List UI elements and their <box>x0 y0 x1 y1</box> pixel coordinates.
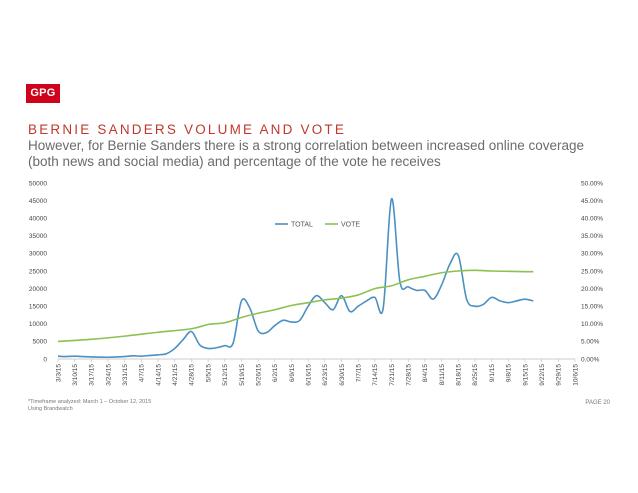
x-tick-label: 6/9/15 <box>289 364 296 382</box>
y-right-tick-label: 45.00% <box>581 198 603 205</box>
series-line-total <box>57 198 534 359</box>
y-right-tick-label: 30.00% <box>581 251 603 258</box>
x-tick-label: 7/21/15 <box>389 364 396 386</box>
y-left-tick-label: 25000 <box>29 268 47 275</box>
y-left-tick-label: 15000 <box>29 304 47 311</box>
y-right-tick-label: 25.00% <box>581 268 603 275</box>
x-tick-label: 3/17/15 <box>89 364 96 386</box>
x-tick-label: 5/19/15 <box>239 364 246 386</box>
x-tick-label: 9/29/15 <box>556 364 563 386</box>
x-tick-label: 4/21/15 <box>172 364 179 386</box>
y-left-tick-label: 20000 <box>29 286 47 293</box>
x-tick-label: 9/8/15 <box>506 364 513 382</box>
y-right-tick-label: 40.00% <box>581 216 603 223</box>
y-left-tick-label: 45000 <box>29 198 47 205</box>
x-tick-label: 3/31/15 <box>122 364 129 386</box>
y-left-tick-label: 30000 <box>29 251 47 258</box>
x-tick-label: 7/7/15 <box>355 364 362 382</box>
x-tick-label: 5/26/15 <box>255 364 262 386</box>
y-right-tick-label: 5.00% <box>581 339 600 346</box>
x-tick-label: 4/28/15 <box>189 364 196 386</box>
x-tick-label: 3/10/15 <box>72 364 79 386</box>
y-right-tick-label: 0.00% <box>581 356 600 363</box>
x-tick-label: 8/25/15 <box>472 364 479 386</box>
x-tick-label: 3/3/15 <box>55 364 62 382</box>
y-left-tick-label: 0 <box>43 356 47 363</box>
x-tick-label: 6/16/15 <box>305 364 312 386</box>
x-tick-label: 10/6/15 <box>572 364 579 386</box>
x-tick-label: 4/7/15 <box>139 364 146 382</box>
y-left-tick-label: 10000 <box>29 321 47 328</box>
gpg-logo: GPG <box>26 84 60 103</box>
x-tick-label: 7/28/15 <box>406 364 413 386</box>
x-tick-label: 6/23/15 <box>322 364 329 386</box>
x-tick-label: 8/11/15 <box>439 364 446 386</box>
x-tick-label: 3/24/15 <box>105 364 112 386</box>
x-tick-label: 7/14/15 <box>372 364 379 386</box>
y-left-tick-label: 35000 <box>29 233 47 240</box>
y-right-tick-label: 35.00% <box>581 233 603 240</box>
y-right-tick-label: 50.00% <box>581 180 603 187</box>
y-left-tick-label: 50000 <box>29 180 47 187</box>
x-tick-label: 9/1/15 <box>489 364 496 382</box>
x-tick-label: 9/22/15 <box>539 364 546 386</box>
slide-title: BERNIE SANDERS VOLUME AND VOTE <box>28 122 347 137</box>
legend-label-vote: VOTE <box>341 221 360 228</box>
y-right-tick-label: 15.00% <box>581 304 603 311</box>
series-line-vote <box>57 269 534 343</box>
x-tick-label: 5/5/15 <box>205 364 212 382</box>
legend-label-total: TOTAL <box>291 221 313 228</box>
y-left-tick-label: 40000 <box>29 216 47 223</box>
x-tick-label: 4/14/15 <box>155 364 162 386</box>
y-right-tick-label: 10.00% <box>581 321 603 328</box>
x-tick-label: 6/30/15 <box>339 364 346 386</box>
x-tick-label: 6/2/15 <box>272 364 279 382</box>
footnote-line-timeframe: *Timeframe analyzed: March 1 – October 1… <box>28 399 152 405</box>
x-tick-label: 5/12/15 <box>222 364 229 386</box>
x-tick-label: 8/18/15 <box>456 364 463 386</box>
slide-subtitle: However, for Bernie Sanders there is a s… <box>28 138 585 169</box>
y-left-tick-label: 5000 <box>33 339 48 346</box>
x-tick-label: 9/15/15 <box>522 364 529 386</box>
footnote-line-source: Using Brandwatch <box>28 406 73 412</box>
x-tick-label: 8/4/15 <box>422 364 429 382</box>
y-right-tick-label: 20.00% <box>581 286 603 293</box>
footnote: *Timeframe analyzed: March 1 – October 1… <box>28 399 151 413</box>
page-number: PAGE 20 <box>585 400 610 406</box>
